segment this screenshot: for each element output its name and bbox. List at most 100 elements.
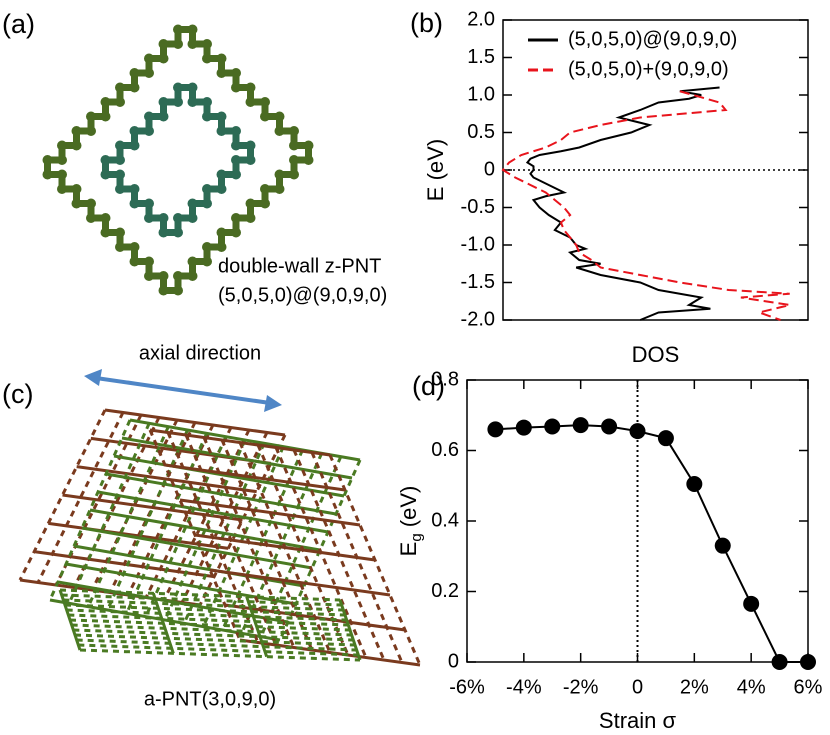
atom <box>260 198 270 209</box>
atom <box>86 111 96 122</box>
atom <box>42 155 53 165</box>
atom <box>129 256 140 267</box>
atom <box>260 184 270 194</box>
atom <box>216 68 227 78</box>
bond-col <box>328 454 422 666</box>
y-tick-label: 0.4 <box>431 509 459 531</box>
x-tick-label: -2% <box>563 676 599 698</box>
bond-col <box>148 429 242 641</box>
x-tick-label: -6% <box>449 676 485 698</box>
panel-label: (a) <box>2 9 35 39</box>
atom <box>202 198 212 209</box>
bond-col <box>54 414 143 586</box>
atom <box>260 97 270 107</box>
atom <box>57 184 67 194</box>
bond-col <box>310 451 404 664</box>
y-tick-label: 0.2 <box>431 580 459 602</box>
atom <box>86 198 96 209</box>
atom <box>202 111 212 122</box>
atom <box>158 271 169 281</box>
caption: a-PNT(3,0,9,0) <box>144 688 276 710</box>
atom <box>231 126 241 136</box>
atom <box>231 68 241 78</box>
atom <box>216 169 227 180</box>
point <box>487 421 504 438</box>
atom <box>202 39 212 49</box>
atom <box>173 271 183 281</box>
bond-col <box>274 446 368 659</box>
atom-bonds <box>44 26 312 294</box>
bond-col <box>180 431 269 604</box>
atom <box>57 155 67 165</box>
atom <box>187 256 198 267</box>
atom <box>187 198 198 209</box>
atom <box>115 184 125 194</box>
atom <box>289 155 299 165</box>
atom <box>202 242 212 252</box>
atom <box>245 213 256 223</box>
atom <box>100 155 111 165</box>
atom <box>144 198 154 209</box>
atom <box>57 169 67 180</box>
atom <box>144 213 154 223</box>
atom <box>100 97 111 107</box>
bond-col <box>144 426 233 599</box>
panel-label: (b) <box>410 8 443 38</box>
atom <box>144 271 154 281</box>
atom <box>274 169 285 180</box>
series-line <box>525 86 720 321</box>
atom <box>216 242 227 252</box>
arrow-label: axial direction <box>139 342 261 364</box>
y-tick-label: -1.0 <box>461 233 495 255</box>
atom <box>216 227 227 238</box>
atom <box>144 68 154 78</box>
bond-row <box>239 638 421 667</box>
atom <box>245 140 256 151</box>
atom <box>303 140 314 151</box>
bond-row <box>179 498 361 527</box>
atom <box>274 111 285 122</box>
atom <box>173 82 183 93</box>
bond-col <box>69 618 351 632</box>
atom <box>158 97 169 107</box>
point <box>743 595 760 612</box>
atom <box>86 213 96 223</box>
atom <box>289 169 299 180</box>
x-axis-label: DOS <box>632 342 680 367</box>
bond-col <box>126 424 215 596</box>
bond-col <box>18 409 107 581</box>
atom <box>100 111 111 122</box>
point <box>771 654 788 670</box>
atom <box>158 53 169 64</box>
x-tick-label: -4% <box>506 676 542 698</box>
atom <box>187 271 198 281</box>
bond-col <box>162 429 251 601</box>
bond-col <box>36 411 125 584</box>
x-tick-label: 6% <box>794 676 823 698</box>
caption: double-wall z-PNT <box>218 255 381 277</box>
atom <box>115 242 125 252</box>
y-tick-label: 0 <box>484 158 495 180</box>
x-axis-label: Strain σ <box>599 708 677 733</box>
x-tick-label: 0 <box>632 676 643 698</box>
y-tick-label: 0 <box>448 650 459 672</box>
atom <box>173 39 183 49</box>
y-tick-label: 0.8 <box>431 368 459 390</box>
atom <box>245 198 256 209</box>
point <box>601 418 618 435</box>
bond-col <box>220 439 314 651</box>
atom <box>144 126 154 136</box>
atom <box>216 126 227 136</box>
atom <box>158 39 169 49</box>
atom <box>260 111 270 122</box>
atom <box>115 97 125 107</box>
atom <box>129 126 140 136</box>
atom <box>173 213 183 223</box>
atom <box>231 213 241 223</box>
bond-col <box>74 633 356 647</box>
atom <box>231 140 241 151</box>
atom <box>129 198 140 209</box>
atom <box>202 184 212 194</box>
atom <box>231 227 241 238</box>
atom <box>289 126 299 136</box>
